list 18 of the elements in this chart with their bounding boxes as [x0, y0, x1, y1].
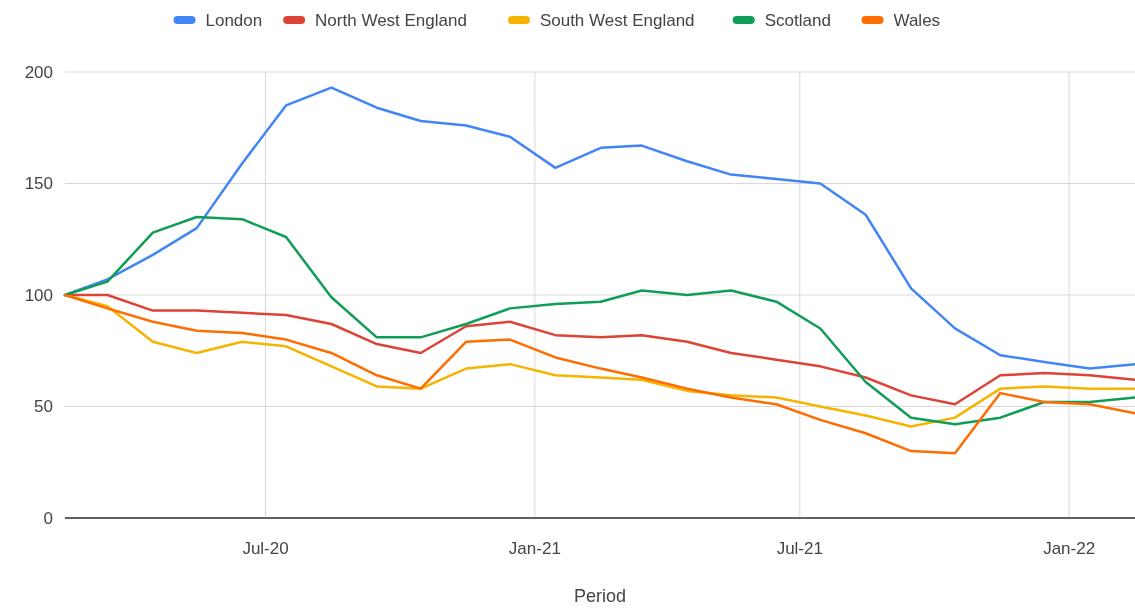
- x-axis-title: Period: [573, 586, 627, 606]
- legend-label: Scotland: [764, 11, 831, 30]
- legend-label: Wales: [893, 11, 941, 30]
- line-series: [63, 293, 1135, 455]
- y-tick-label: 50: [34, 397, 53, 417]
- legend-label: South West England: [539, 11, 695, 30]
- x-tick-label: Jan-22: [1043, 538, 1096, 558]
- x-tick-label: Jul-21: [776, 538, 823, 558]
- line-series: [63, 86, 1135, 370]
- line-series: [63, 215, 1135, 426]
- y-tick-label: 150: [24, 174, 53, 194]
- y-tick-label: 0: [43, 508, 53, 528]
- x-tick-label: Jan-21: [508, 538, 561, 558]
- legend-label: North West England: [315, 11, 467, 30]
- y-tick-label: 200: [24, 62, 53, 82]
- y-tick-label: 100: [24, 285, 53, 305]
- legend-label: London: [205, 11, 263, 30]
- x-tick-label: Jul-20: [242, 538, 289, 558]
